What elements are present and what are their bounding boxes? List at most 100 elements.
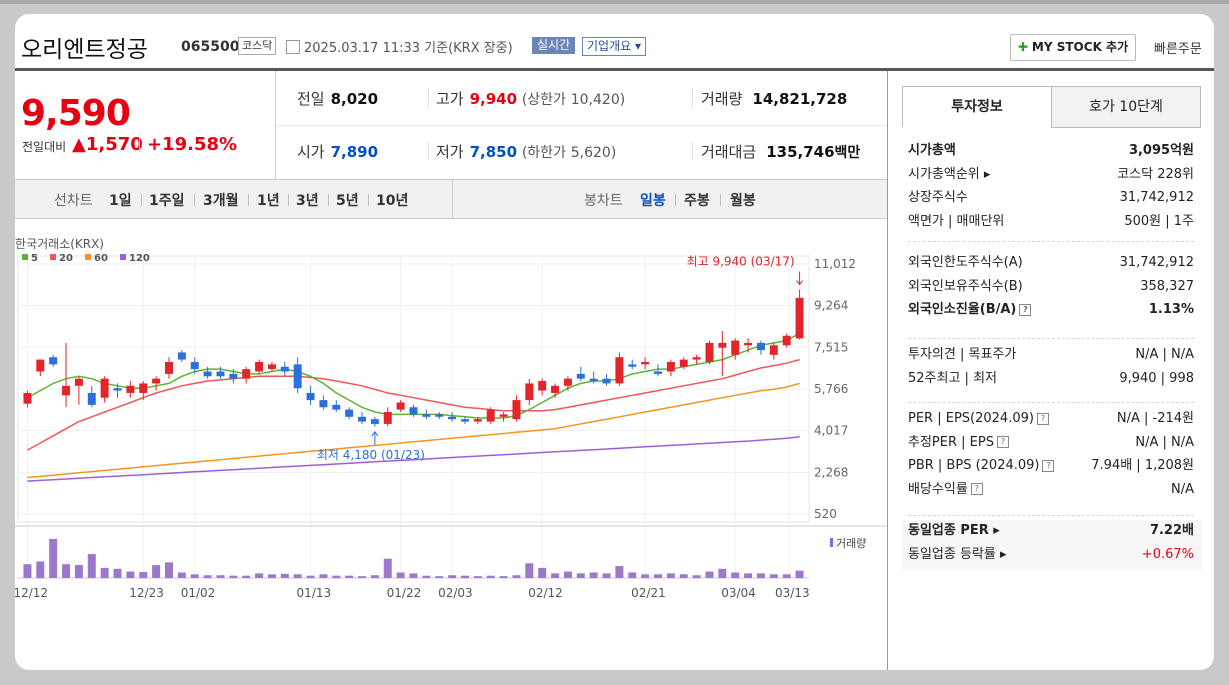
help-icon[interactable]: ? xyxy=(970,483,983,495)
tab-daily[interactable]: 일봉 xyxy=(640,193,666,209)
foreign-section: 외국인한도주식수(A) 31,742,912 외국인보유주식수(B) 358,327 외… xyxy=(902,252,1202,332)
info-row-label[interactable]: 동일업종 등락률 ▸ xyxy=(908,546,1007,562)
volume-bar xyxy=(551,573,560,578)
opinion-section: 투자의견 | 목표주가 N/A | N/A 52주최고 | 최저 9,940 | 99… xyxy=(902,344,1202,394)
tab-5year[interactable]: 5년 xyxy=(336,193,359,209)
tab-invest-info[interactable]: 투자정보 xyxy=(902,86,1052,127)
candle-body xyxy=(177,352,186,360)
candle-body xyxy=(165,361,173,374)
stat-high-label: 고가 xyxy=(436,90,464,108)
help-icon[interactable]: ? xyxy=(1019,303,1032,316)
info-row-label[interactable]: 시가총액순위 ▸ xyxy=(908,166,991,182)
volume-bar xyxy=(152,565,161,578)
info-row: 외국인소진율(B/A)? 1.13% xyxy=(908,299,1194,321)
candle-body xyxy=(216,371,225,377)
volume-bar xyxy=(795,570,804,578)
candle-body xyxy=(692,357,701,360)
candle-body xyxy=(795,297,804,339)
tab-10year[interactable]: 10년 xyxy=(376,193,409,209)
stat-amount-unit: 백만 xyxy=(834,145,861,161)
candle-body xyxy=(255,361,264,372)
plus-icon: ✚ xyxy=(1017,40,1028,54)
candle-body xyxy=(203,371,212,377)
tab-monthly[interactable]: 월봉 xyxy=(730,193,756,209)
corp-info-dropdown[interactable]: 기업개요 ▾ xyxy=(582,37,646,56)
stat-separator xyxy=(692,89,693,107)
volume-bar xyxy=(744,573,753,578)
volume-bar xyxy=(126,571,135,578)
volume-bar xyxy=(486,575,495,578)
ma20-line xyxy=(27,358,800,451)
volume-bar xyxy=(74,565,83,578)
stat-volume: 거래량 14,821,728 xyxy=(701,88,847,109)
info-row-label[interactable]: 동일업종 PER ▸ xyxy=(908,523,1000,538)
tab-1year[interactable]: 1년 xyxy=(257,193,280,209)
volume-bar xyxy=(139,572,148,578)
y-tick-label: 7,515 xyxy=(814,340,848,354)
stat-high: 고가 9,940 (상한가 10,420) xyxy=(436,88,625,109)
candle-body xyxy=(23,392,32,404)
stat-prev-value: 8,020 xyxy=(330,90,379,108)
volume-bar xyxy=(23,564,32,578)
per-section: PER | EPS(2024.09)? N/A | -214원 추정PER | EP… xyxy=(902,408,1202,508)
section-divider xyxy=(908,241,1194,243)
candle-body xyxy=(563,378,572,386)
tab-hoga-10[interactable]: 호가 10단계 xyxy=(1051,86,1201,128)
stat-high-value: 9,940 xyxy=(469,90,518,108)
tabs-divider xyxy=(452,180,453,218)
info-row-value: 3,095억원 xyxy=(1128,143,1194,158)
help-icon[interactable]: ? xyxy=(1036,412,1049,425)
tab-3year[interactable]: 3년 xyxy=(296,193,319,209)
volume-bar xyxy=(383,558,392,578)
help-icon[interactable]: ? xyxy=(996,436,1009,448)
info-row-label: 추정PER | EPS? xyxy=(908,432,1009,454)
stat-low: 저가 7,850 (하한가 5,620) xyxy=(436,141,616,162)
candle-body xyxy=(525,383,534,401)
volume-bar xyxy=(448,575,457,578)
stat-volume-label: 거래량 xyxy=(701,90,743,108)
price-change: ▲1,570 xyxy=(72,134,143,155)
candle-body xyxy=(512,400,521,420)
candle-body xyxy=(422,414,431,417)
volume-bar xyxy=(177,572,186,578)
tab-3month[interactable]: 3개월 xyxy=(203,193,239,209)
ma60-line xyxy=(27,382,800,479)
tab-separator xyxy=(288,194,289,206)
candle-body xyxy=(705,342,714,362)
ma120-line xyxy=(27,436,800,482)
info-row-value: 7.94배 | 1,208원 xyxy=(1091,458,1194,473)
x-tick-label: 01/22 xyxy=(387,586,422,600)
candle-body xyxy=(551,385,560,393)
info-row: PER | EPS(2024.09)? N/A | -214원 xyxy=(908,408,1194,430)
realtime-button[interactable]: 실시간 xyxy=(532,37,576,54)
candle-body xyxy=(666,361,675,372)
tab-1day[interactable]: 1일 xyxy=(109,193,132,209)
candle-body xyxy=(448,416,457,420)
min-price-annotation: 최저 4,180 (01/23) xyxy=(317,448,425,462)
tab-separator xyxy=(248,194,249,206)
legend-swatch xyxy=(50,254,56,260)
volume-bar xyxy=(769,574,778,578)
volume-bar xyxy=(113,568,122,578)
my-stock-add-button[interactable]: ✚ MY STOCK 추가 xyxy=(1010,34,1136,61)
help-icon[interactable]: ? xyxy=(1042,459,1055,472)
tab-1week[interactable]: 1주일 xyxy=(149,193,185,209)
candle-body xyxy=(267,364,276,370)
volume-legend-label: 거래량 xyxy=(836,537,866,550)
candle-body xyxy=(576,373,585,379)
info-row-value: 358,327 xyxy=(1140,278,1194,294)
candle-body xyxy=(731,340,740,355)
info-row: PBR | BPS (2024.09)? 7.94배 | 1,208원 xyxy=(908,455,1194,477)
candle-body xyxy=(473,419,482,422)
y-tick-label: 4,017 xyxy=(814,424,848,438)
stat-open-label: 시가 xyxy=(297,143,325,161)
quick-order-link[interactable]: 빠른주문 xyxy=(1154,42,1202,57)
tab-weekly[interactable]: 주봉 xyxy=(684,193,710,209)
max-arrow-head-icon xyxy=(796,280,803,286)
price-stats: 전일 8,020 고가 9,940 (상한가 10,420) 거래량 14,821,7… xyxy=(276,71,887,179)
volume-bar xyxy=(409,573,418,578)
legend-swatch xyxy=(22,254,28,260)
stat-upper-value: 10,420 xyxy=(570,92,620,108)
info-row: 액면가 | 매매단위 500원 | 1주 xyxy=(908,211,1194,233)
info-row-value: 코스닥 228위 xyxy=(1117,166,1194,182)
